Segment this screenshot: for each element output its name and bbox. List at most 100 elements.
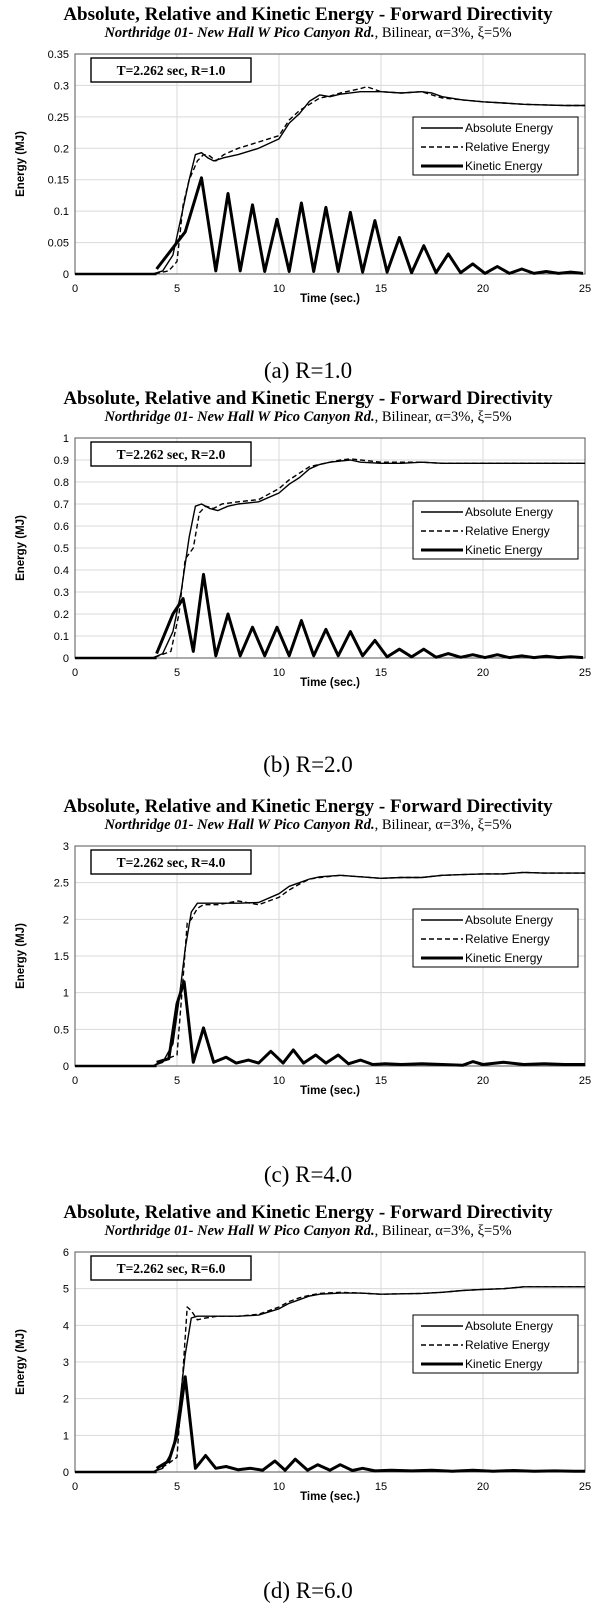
record-name: Northridge 01- New Hall W Pico Canyon Rd…	[104, 25, 375, 41]
x-tick-label: 25	[579, 1075, 591, 1087]
plot-c: 0 0.5 1 1.5 2 2.5 3 0 5 10 15 20 25 Time (sec.) Energy…	[15, 841, 591, 1097]
y-tick-label: 0.2	[54, 609, 69, 621]
x-tick-label: 20	[477, 283, 489, 295]
x-tick-label: 20	[477, 1481, 489, 1493]
legend-label: Relative Energy	[465, 932, 550, 946]
x-tick-label: 5	[174, 667, 180, 679]
y-tick-label: 1	[63, 988, 69, 1000]
y-tick-label: 2	[63, 1394, 69, 1406]
series-line-relative-energy	[75, 458, 585, 659]
caption: (a) R=1.0	[263, 358, 353, 383]
y-tick-label: 1	[63, 1430, 69, 1442]
x-tick-label: 5	[174, 1481, 180, 1493]
legend-label: Kinetic Energy	[465, 159, 542, 173]
chart-subtitle: Northridge 01- New Hall W Pico Canyon Rd…	[0, 1223, 616, 1240]
chart-title: Absolute, Relative and Kinetic Energy - …	[63, 1202, 553, 1223]
series-line-absolute-energy	[75, 1286, 585, 1473]
chart-title: Absolute, Relative and Kinetic Energy - …	[63, 388, 553, 409]
y-tick-label: 0.5	[54, 543, 69, 555]
record-name: Northridge 01- New Hall W Pico Canyon Rd…	[104, 409, 375, 425]
x-tick-label: 10	[273, 667, 285, 679]
y-axis-label: Energy (MJ)	[15, 1329, 27, 1395]
x-axis-label: Time (sec.)	[300, 1491, 360, 1503]
caption: (d) R=6.0	[263, 1578, 353, 1603]
x-tick-label: 10	[273, 1481, 285, 1493]
x-tick-label: 15	[375, 1481, 387, 1493]
record-name: Northridge 01- New Hall W Pico Canyon Rd…	[104, 1223, 375, 1239]
y-tick-label: 0.8	[54, 477, 69, 489]
y-tick-label: 0.1	[54, 631, 69, 643]
chart-title: Absolute, Relative and Kinetic Energy - …	[63, 4, 553, 25]
annotation-text: T=2.262 sec, R=1.0	[117, 63, 226, 78]
legend-label: Relative Energy	[465, 524, 550, 538]
x-tick-label: 20	[477, 667, 489, 679]
series-line-relative-energy	[75, 1286, 585, 1473]
x-tick-label: 5	[174, 1075, 180, 1087]
x-tick-label: 15	[375, 283, 387, 295]
record-name: Northridge 01- New Hall W Pico Canyon Rd…	[104, 817, 375, 833]
annotation-box: T=2.262 sec, R=2.0	[90, 441, 252, 467]
legend: Absolute Energy Relative Energy Kinetic En…	[412, 1314, 579, 1374]
x-tick-label: 25	[579, 1481, 591, 1493]
x-tick-label: 25	[579, 283, 591, 295]
annotation-text: T=2.262 sec, R=6.0	[117, 1261, 226, 1276]
x-axis-label: Time (sec.)	[300, 293, 360, 305]
legend: Absolute Energy Relative Energy Kinetic En…	[412, 908, 579, 968]
model-params: , Bilinear, α=3%, ξ=5%	[374, 1223, 512, 1239]
y-tick-label: 1	[63, 433, 69, 445]
y-tick-label: 3	[63, 841, 69, 853]
caption: (c) R=4.0	[263, 1162, 353, 1187]
y-tick-label: 0.2	[54, 143, 69, 155]
series-line-absolute-energy	[75, 871, 585, 1067]
series-line-kinetic-energy	[155, 176, 584, 275]
annotation-frame	[90, 849, 252, 875]
y-tick-label: 0.1	[54, 206, 69, 218]
model-params: , Bilinear, α=3%, ξ=5%	[374, 25, 512, 41]
y-tick-label: 0	[63, 653, 69, 665]
y-tick-label: 0.3	[54, 80, 69, 92]
legend-label: Absolute Energy	[465, 913, 553, 927]
x-tick-label: 20	[477, 1075, 489, 1087]
annotation-box: T=2.262 sec, R=1.0	[90, 57, 252, 83]
annotation-text: T=2.262 sec, R=4.0	[117, 855, 226, 870]
y-axis-label: Energy (MJ)	[15, 515, 27, 581]
y-tick-label: 0	[63, 269, 69, 281]
legend-label: Absolute Energy	[465, 1319, 553, 1333]
chart-panel-c: Absolute, Relative and Kinetic Energy - …	[0, 792, 616, 1197]
legend: Absolute Energy Relative Energy Kinetic En…	[412, 500, 579, 560]
x-tick-label: 15	[375, 1075, 387, 1087]
x-tick-label: 10	[273, 1075, 285, 1087]
x-axis-label: Time (sec.)	[300, 677, 360, 689]
series-line-kinetic-energy	[155, 572, 584, 660]
y-tick-label: 0.3	[54, 587, 69, 599]
plot-a: 0 0.05 0.1 0.15 0.2 0.25 0.3 0.35 0 5 10 15 20 25 Time…	[15, 49, 591, 305]
y-tick-label: 0.05	[48, 238, 69, 250]
plot-d: 0 1 2 3 4 5 6 0 5 10 15 20 25 Time (sec.) Energy (MJ) T…	[15, 1247, 591, 1503]
annotation-text: T=2.262 sec, R=2.0	[117, 447, 226, 462]
series-line-kinetic-energy	[155, 1375, 585, 1473]
annotation-frame	[90, 441, 252, 467]
legend-label: Relative Energy	[465, 1338, 550, 1352]
y-tick-label: 1.5	[54, 951, 69, 963]
y-axis-label: Energy (MJ)	[15, 131, 27, 197]
y-tick-label: 0	[63, 1061, 69, 1073]
legend-label: Kinetic Energy	[465, 1357, 542, 1371]
y-tick-label: 2	[63, 914, 69, 926]
plot-frame	[74, 53, 586, 275]
x-tick-label: 25	[579, 667, 591, 679]
annotation-frame	[90, 1255, 252, 1281]
annotation-box: T=2.262 sec, R=6.0	[90, 1255, 252, 1281]
legend-label: Kinetic Energy	[465, 951, 542, 965]
annotation-frame	[90, 57, 252, 83]
y-tick-label: 0.9	[54, 455, 69, 467]
caption: (b) R=2.0	[263, 752, 353, 777]
y-tick-label: 6	[63, 1247, 69, 1259]
plot-b: 00.10.20.30.40.50.60.70.80.910 5 10 15 20 25T…	[15, 433, 591, 689]
legend: Absolute Energy Relative Energy Kinetic En…	[412, 116, 579, 176]
y-tick-label: 5	[63, 1284, 69, 1296]
x-tick-label: 5	[174, 283, 180, 295]
y-tick-label: 4	[63, 1320, 69, 1332]
x-tick-label: 0	[72, 283, 78, 295]
chart-subtitle: Northridge 01- New Hall W Pico Canyon Rd…	[0, 409, 616, 426]
series-line-relative-energy	[75, 86, 585, 275]
